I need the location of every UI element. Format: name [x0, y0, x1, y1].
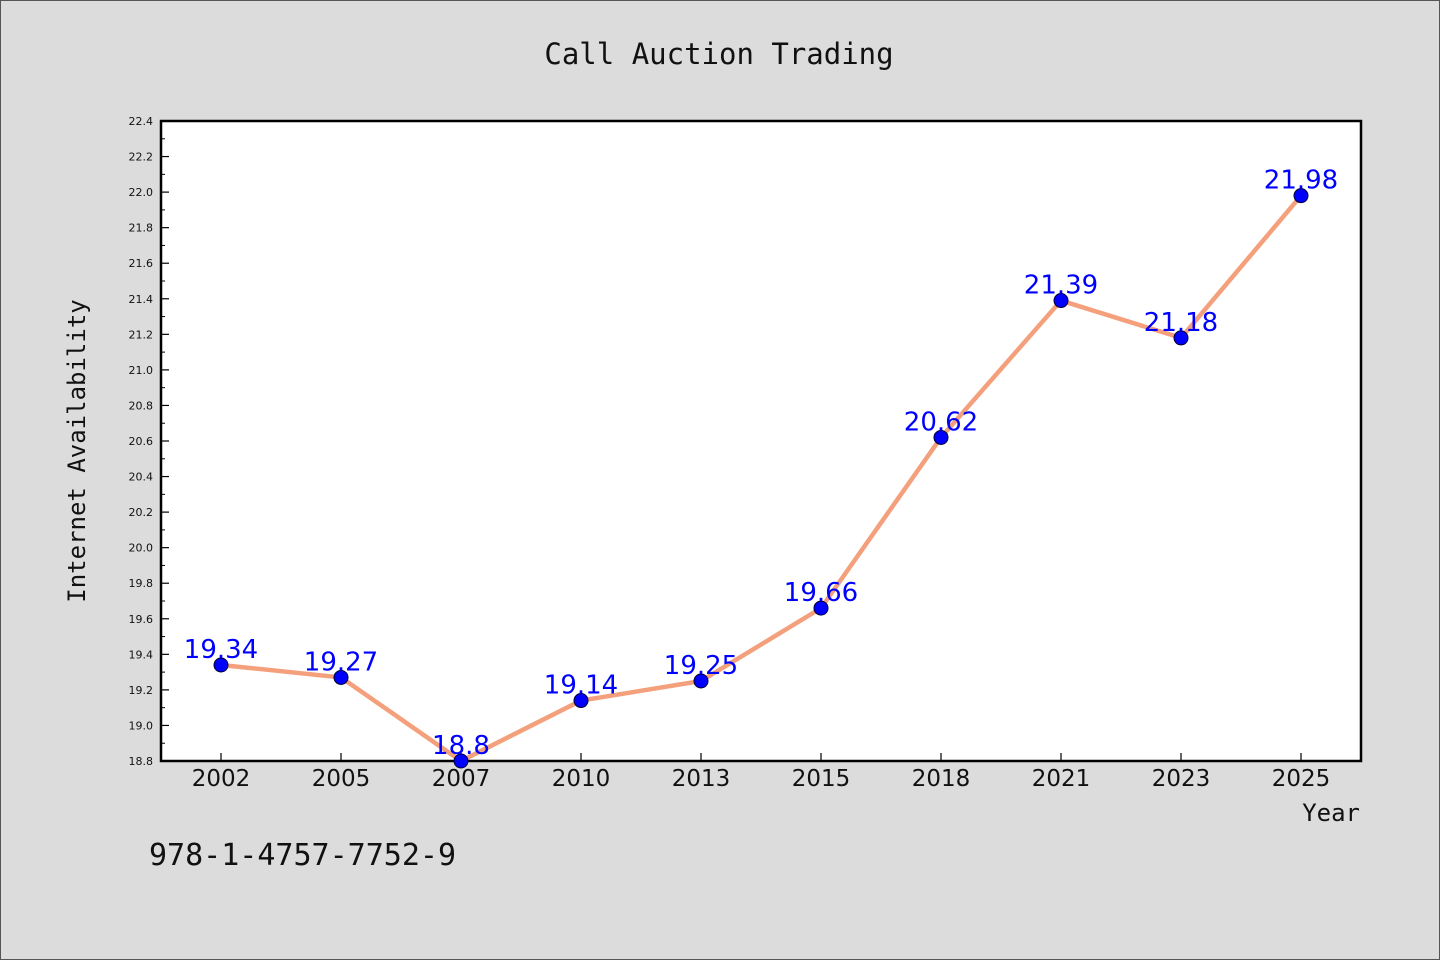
y-tick-label: 21.2	[129, 328, 154, 341]
data-label: 19.66	[784, 578, 858, 608]
data-point	[453, 753, 469, 769]
series-line	[218, 193, 1304, 764]
x-tick-label: 2021	[1032, 766, 1091, 792]
y-tick-label: 22.2	[129, 151, 154, 164]
x-tick-label: 2013	[672, 766, 731, 792]
data-point	[1173, 330, 1189, 346]
y-axis-ticks: 18.8 19.0 19.2 19.4 19.6 19.8 20.0 20.2 20.4 20.6…	[129, 115, 169, 768]
data-point	[1293, 188, 1309, 204]
data-label: 19.34	[184, 635, 258, 665]
series-markers	[213, 188, 1309, 769]
chart-title: Call Auction Trading	[544, 37, 893, 71]
x-tick-label: 2025	[1272, 766, 1331, 792]
data-label: 20.62	[904, 407, 978, 437]
data-point	[813, 600, 829, 616]
y-tick-label: 21.0	[129, 364, 154, 377]
x-tick-label: 2005	[312, 766, 371, 792]
x-tick-label: 2002	[192, 766, 251, 792]
isbn-code: 978-1-4757-7752-9	[149, 838, 456, 873]
y-tick-label: 19.0	[129, 719, 154, 732]
x-tick-label: 2010	[552, 766, 611, 792]
data-label: 21.39	[1024, 271, 1098, 301]
data-label: 19.25	[664, 651, 738, 681]
data-label: 19.27	[304, 647, 378, 677]
y-tick-label: 22.4	[129, 115, 154, 128]
x-tick-label: 2007	[432, 766, 491, 792]
y-tick-label: 19.6	[129, 613, 154, 626]
x-axis-ticks: 2002 2005 2007 2010 2013 2015 2018 2021 2023 2025	[192, 753, 1331, 792]
data-label: 18.8	[432, 731, 490, 761]
y-tick-label: 20.2	[129, 506, 154, 519]
y-tick-label: 20.8	[129, 399, 154, 412]
y-axis-label: Internet Availability	[63, 299, 91, 602]
data-point	[693, 673, 709, 689]
plot-area	[159, 119, 1363, 763]
y-tick-label: 20.6	[129, 435, 154, 448]
data-point	[333, 669, 349, 685]
data-labels: 19.34 19.27 18.8 19.14 19.25 19.66 20.62 21.39 2…	[184, 166, 1338, 761]
y-tick-label: 19.8	[129, 577, 154, 590]
data-point	[573, 693, 589, 709]
series-line-group	[218, 193, 1304, 764]
x-tick-label: 2015	[792, 766, 851, 792]
y-tick-label: 19.2	[129, 684, 154, 697]
x-axis-label: Year	[1302, 799, 1360, 827]
y-tick-label: 21.6	[129, 257, 154, 270]
data-label: 19.14	[544, 671, 618, 701]
x-tick-label: 2018	[912, 766, 971, 792]
y-tick-label: 19.4	[129, 648, 154, 661]
data-label: 21.98	[1264, 166, 1338, 196]
data-point	[213, 657, 229, 673]
data-point	[1053, 293, 1069, 309]
data-label: 21.18	[1144, 308, 1218, 338]
y-tick-label: 20.4	[129, 471, 154, 484]
y-tick-label: 22.0	[129, 186, 154, 199]
y-tick-label: 18.8	[129, 755, 154, 768]
data-point	[933, 429, 949, 445]
y-tick-label: 21.8	[129, 222, 154, 235]
y-tick-label: 20.0	[129, 542, 154, 555]
y-tick-label: 21.4	[129, 293, 154, 306]
x-tick-label: 2023	[1152, 766, 1211, 792]
